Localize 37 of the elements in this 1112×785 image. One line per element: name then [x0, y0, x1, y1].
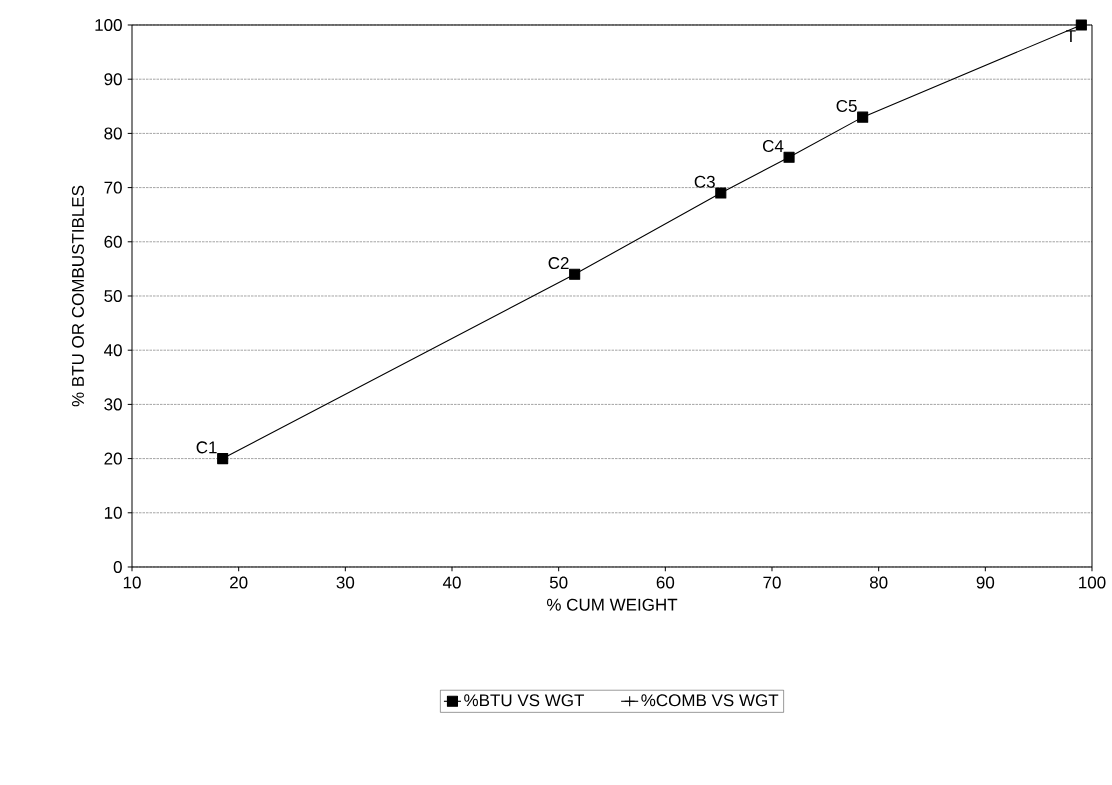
x-axis-title: % CUM WEIGHT	[546, 598, 678, 611]
legend-label: %BTU VS WGT	[464, 694, 585, 707]
annotation: C2	[548, 257, 569, 270]
point	[217, 453, 229, 465]
point	[569, 268, 581, 280]
point	[715, 187, 727, 199]
x-tick-label: 70	[763, 576, 781, 589]
y-tick-label: 30	[104, 398, 122, 411]
annotation: C3	[694, 175, 715, 188]
annotation: C1	[196, 441, 217, 454]
x-tick-label: 20	[230, 576, 248, 589]
x-tick-label: 40	[442, 576, 461, 589]
y-tick-label: 20	[104, 452, 122, 465]
legend-label: %COMB VS WGT	[641, 694, 779, 707]
annotation: T	[1066, 30, 1076, 42]
x-tick-label: 50	[549, 576, 568, 589]
y-tick-label: 0	[113, 560, 122, 574]
point	[1075, 19, 1087, 31]
y-tick-label: 90	[104, 73, 122, 86]
y-tick-label: 50	[104, 289, 122, 303]
x-tick-label: 30	[336, 576, 355, 589]
y-tick-label: 70	[104, 181, 122, 194]
x-tick-label: 100	[1079, 576, 1106, 589]
y-tick-label: 40	[104, 344, 122, 357]
x-tick-label: 10	[123, 576, 141, 589]
x-tick-label: 60	[656, 576, 675, 589]
y-tick-label: 10	[104, 506, 122, 519]
x-tick-label: 80	[869, 576, 888, 589]
y-tick-label: 60	[104, 235, 122, 248]
point	[857, 111, 869, 123]
x-tick-label: 90	[976, 576, 995, 589]
y-tick-label: 80	[104, 127, 122, 140]
y-axis-title: % BTU OR COMBUSTIBLES	[71, 185, 84, 407]
annotation: C4	[763, 140, 784, 153]
annotation: C5	[836, 99, 857, 112]
point	[783, 151, 795, 163]
y-tick-label: 100	[95, 18, 122, 32]
